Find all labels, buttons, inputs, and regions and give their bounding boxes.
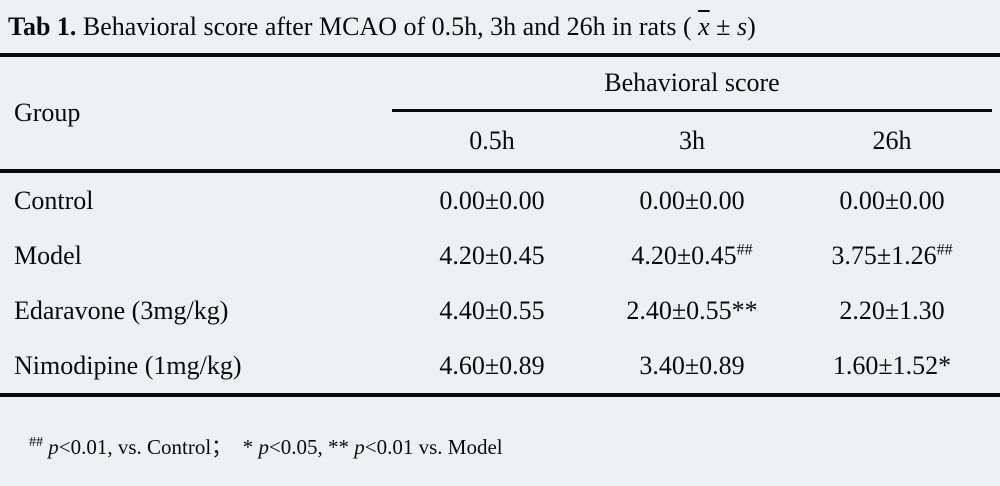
table-row-edaravone: Edaravone (3mg/kg) 4.40±0.55 2.40±0.55**… (0, 283, 1000, 338)
table-cell: 0.00±0.00 (439, 185, 545, 215)
table-cell: 0.00±0.00 (639, 185, 745, 215)
behavioral-score-header-area: Behavioral score 0.5h 3h 26h (392, 57, 992, 169)
sub-column-headers: 0.5h 3h 26h (392, 112, 992, 169)
column-header-05h: 0.5h (469, 125, 515, 155)
table-cell: 0.00±0.00 (839, 185, 945, 215)
table-cell: 2.40±0.55** (626, 295, 758, 325)
table-header: Group Behavioral score 0.5h 3h 26h (0, 57, 1000, 169)
row-label: Edaravone (3mg/kg) (14, 295, 229, 325)
row-label: Nimodipine (1mg/kg) (14, 350, 242, 380)
table-title-label: Tab 1. (8, 11, 77, 41)
p-symbol: p (48, 435, 59, 459)
row-values: 4.40±0.55 2.40±0.55** 2.20±1.30 (392, 283, 992, 338)
table-cell: 4.20±0.45 (439, 240, 545, 270)
table-row-control: Control 0.00±0.00 0.00±0.00 0.00±0.00 (0, 173, 1000, 228)
row-label: Model (14, 240, 82, 270)
header-rule (0, 169, 1000, 173)
table-cell: 3.75±1.26## (831, 240, 953, 270)
table-row-nimodipine: Nimodipine (1mg/kg) 4.60±0.89 3.40±0.89 … (0, 338, 1000, 393)
bottom-rule (0, 393, 1000, 397)
p-symbol: p (258, 435, 269, 459)
spanner-rule (392, 109, 992, 112)
column-header-behavioral-score: Behavioral score (604, 68, 780, 97)
row-label: Control (14, 185, 94, 215)
sd-symbol: s (736, 11, 748, 41)
top-rule (0, 53, 1000, 57)
paper-table-figure: Tab 1. Behavioral score after MCAO of 0.… (0, 0, 1000, 459)
column-header-26h: 26h (872, 125, 912, 155)
row-values: 0.00±0.00 0.00±0.00 0.00±0.00 (392, 173, 992, 228)
table-cell: 1.60±1.52* (832, 350, 952, 380)
row-values: 4.60±0.89 3.40±0.89 1.60±1.52* (392, 338, 992, 393)
table-cell: 4.60±0.89 (439, 350, 545, 380)
table-body: Control 0.00±0.00 0.00±0.00 0.00±0.00 Mo… (0, 173, 1000, 393)
table-cell: 3.40±0.89 (639, 350, 745, 380)
significance-marker: ## (736, 240, 753, 258)
title-close-paren: ) (747, 11, 756, 41)
p-symbol: p (354, 435, 365, 459)
table-cell: 4.20±0.45## (631, 240, 753, 270)
column-header-3h: 3h (679, 125, 705, 155)
table-title-text: Behavioral score after MCAO of 0.5h, 3h … (76, 11, 699, 41)
mean-symbol: x (698, 11, 710, 41)
row-values: 4.20±0.45 4.20±0.45## 3.75±1.26## (392, 228, 992, 283)
table-title: Tab 1. Behavioral score after MCAO of 0.… (0, 0, 1000, 53)
table-row-model: Model 4.20±0.45 4.20±0.45## 3.75±1.26## (0, 228, 1000, 283)
plus-minus-text: ± (709, 11, 737, 41)
table-cell: 4.40±0.55 (439, 295, 545, 325)
table-footnote: ## p<0.01, vs. Control； * p<0.05, ** p<0… (29, 435, 503, 459)
column-header-group: Group (14, 98, 81, 127)
table-cell: 2.20±1.30 (839, 295, 945, 325)
significance-marker: ## (936, 240, 953, 258)
